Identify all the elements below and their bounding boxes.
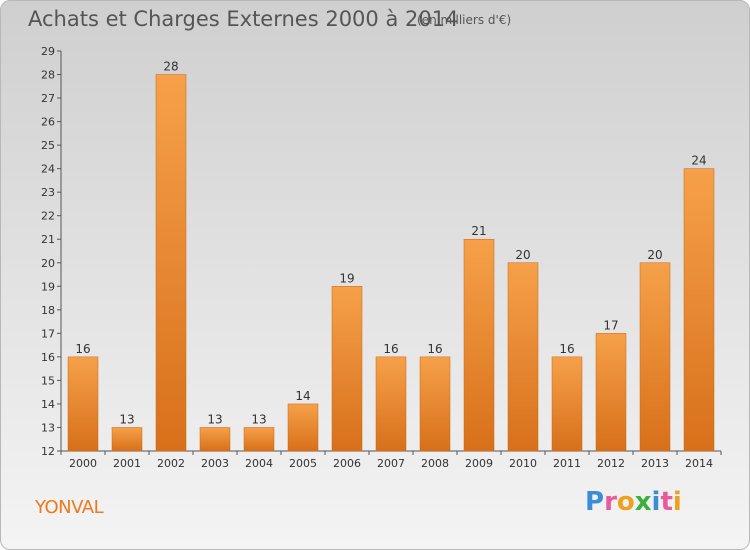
y-tick-label: 21 [41, 233, 55, 246]
y-tick-label: 16 [41, 351, 55, 364]
bar-value-label: 21 [471, 224, 486, 238]
x-tick-label: 2009 [465, 457, 493, 470]
y-tick-label: 14 [41, 398, 55, 411]
bar-value-label: 24 [691, 154, 706, 168]
bar [111, 427, 143, 452]
y-tick-label: 27 [41, 92, 55, 105]
x-tick-label: 2013 [641, 457, 669, 470]
y-tick-label: 25 [41, 139, 55, 152]
bar [551, 356, 583, 452]
logo-letter: i [672, 487, 682, 517]
bars: 16 13 28 13 13 14 19 16 16 21 20 16 17 20 24 [67, 60, 715, 452]
bar-value-label: 16 [427, 342, 442, 356]
y-tick-label: 15 [41, 374, 55, 387]
x-tick-label: 2012 [597, 457, 625, 470]
y-tick-label: 29 [41, 45, 55, 58]
y-tick-label: 13 [41, 421, 55, 434]
y-tick-label: 28 [41, 69, 55, 82]
logo-letter: i [651, 487, 661, 517]
bar [155, 74, 187, 452]
bar-value-label: 20 [647, 248, 662, 262]
x-tick-label: 2002 [157, 457, 185, 470]
x-tick-label: 2000 [69, 457, 97, 470]
y-tick-label: 19 [41, 280, 55, 293]
bar [199, 427, 231, 452]
y-tick-label: 18 [41, 304, 55, 317]
bar-value-label: 16 [383, 342, 398, 356]
bar-value-label: 16 [75, 342, 90, 356]
bar [67, 356, 99, 452]
bar-value-label: 19 [339, 271, 354, 285]
x-tick-label: 2007 [377, 457, 405, 470]
y-tick-label: 24 [41, 163, 55, 176]
bar [683, 168, 715, 452]
bar-value-label: 20 [515, 248, 530, 262]
bar-value-label: 13 [207, 412, 222, 426]
x-tick-label: 2008 [421, 457, 449, 470]
commune-name: YONVAL [35, 497, 104, 518]
bar [507, 262, 539, 452]
x-tick-label: 2011 [553, 457, 581, 470]
bar [243, 427, 275, 452]
y-tick-label: 23 [41, 186, 55, 199]
y-tick-label: 12 [41, 445, 55, 458]
y-tick-label: 17 [41, 327, 55, 340]
proxiti-logo: Proxiti [585, 487, 682, 517]
logo-letter: r [604, 487, 617, 517]
bar-value-label: 13 [251, 412, 266, 426]
logo-letter: x [634, 487, 652, 517]
bar-value-label: 17 [603, 318, 618, 332]
x-tick-label: 2014 [685, 457, 713, 470]
bar [287, 403, 319, 452]
chart-title: Achats et Charges Externes 2000 à 2014 [28, 7, 459, 31]
bar-value-label: 28 [163, 60, 178, 74]
x-tick-label: 2004 [245, 457, 273, 470]
bar-value-label: 13 [119, 412, 134, 426]
bar [375, 356, 407, 452]
chart-subtitle: (en milliers d'€) [417, 13, 512, 27]
logo-letter: t [660, 487, 673, 517]
y-tick-label: 22 [41, 210, 55, 223]
logo-letter: P [585, 487, 605, 517]
bar [331, 286, 363, 452]
bar-value-label: 16 [559, 342, 574, 356]
y-tick-label: 26 [41, 116, 55, 129]
x-tick-label: 2001 [113, 457, 141, 470]
logo-letter: o [616, 487, 635, 517]
bar [639, 262, 671, 452]
y-tick-label: 20 [41, 257, 55, 270]
x-tick-label: 2010 [509, 457, 537, 470]
bar-value-label: 14 [295, 389, 310, 403]
bar [419, 356, 451, 452]
bar [595, 333, 627, 452]
bar [463, 238, 495, 452]
x-tick-label: 2005 [289, 457, 317, 470]
axes: 12 13 14 15 16 17 18 19 20 21 22 23 24 25 26 27 28 29 2000… [41, 45, 722, 470]
x-tick-label: 2006 [333, 457, 361, 470]
x-tick-label: 2003 [201, 457, 229, 470]
